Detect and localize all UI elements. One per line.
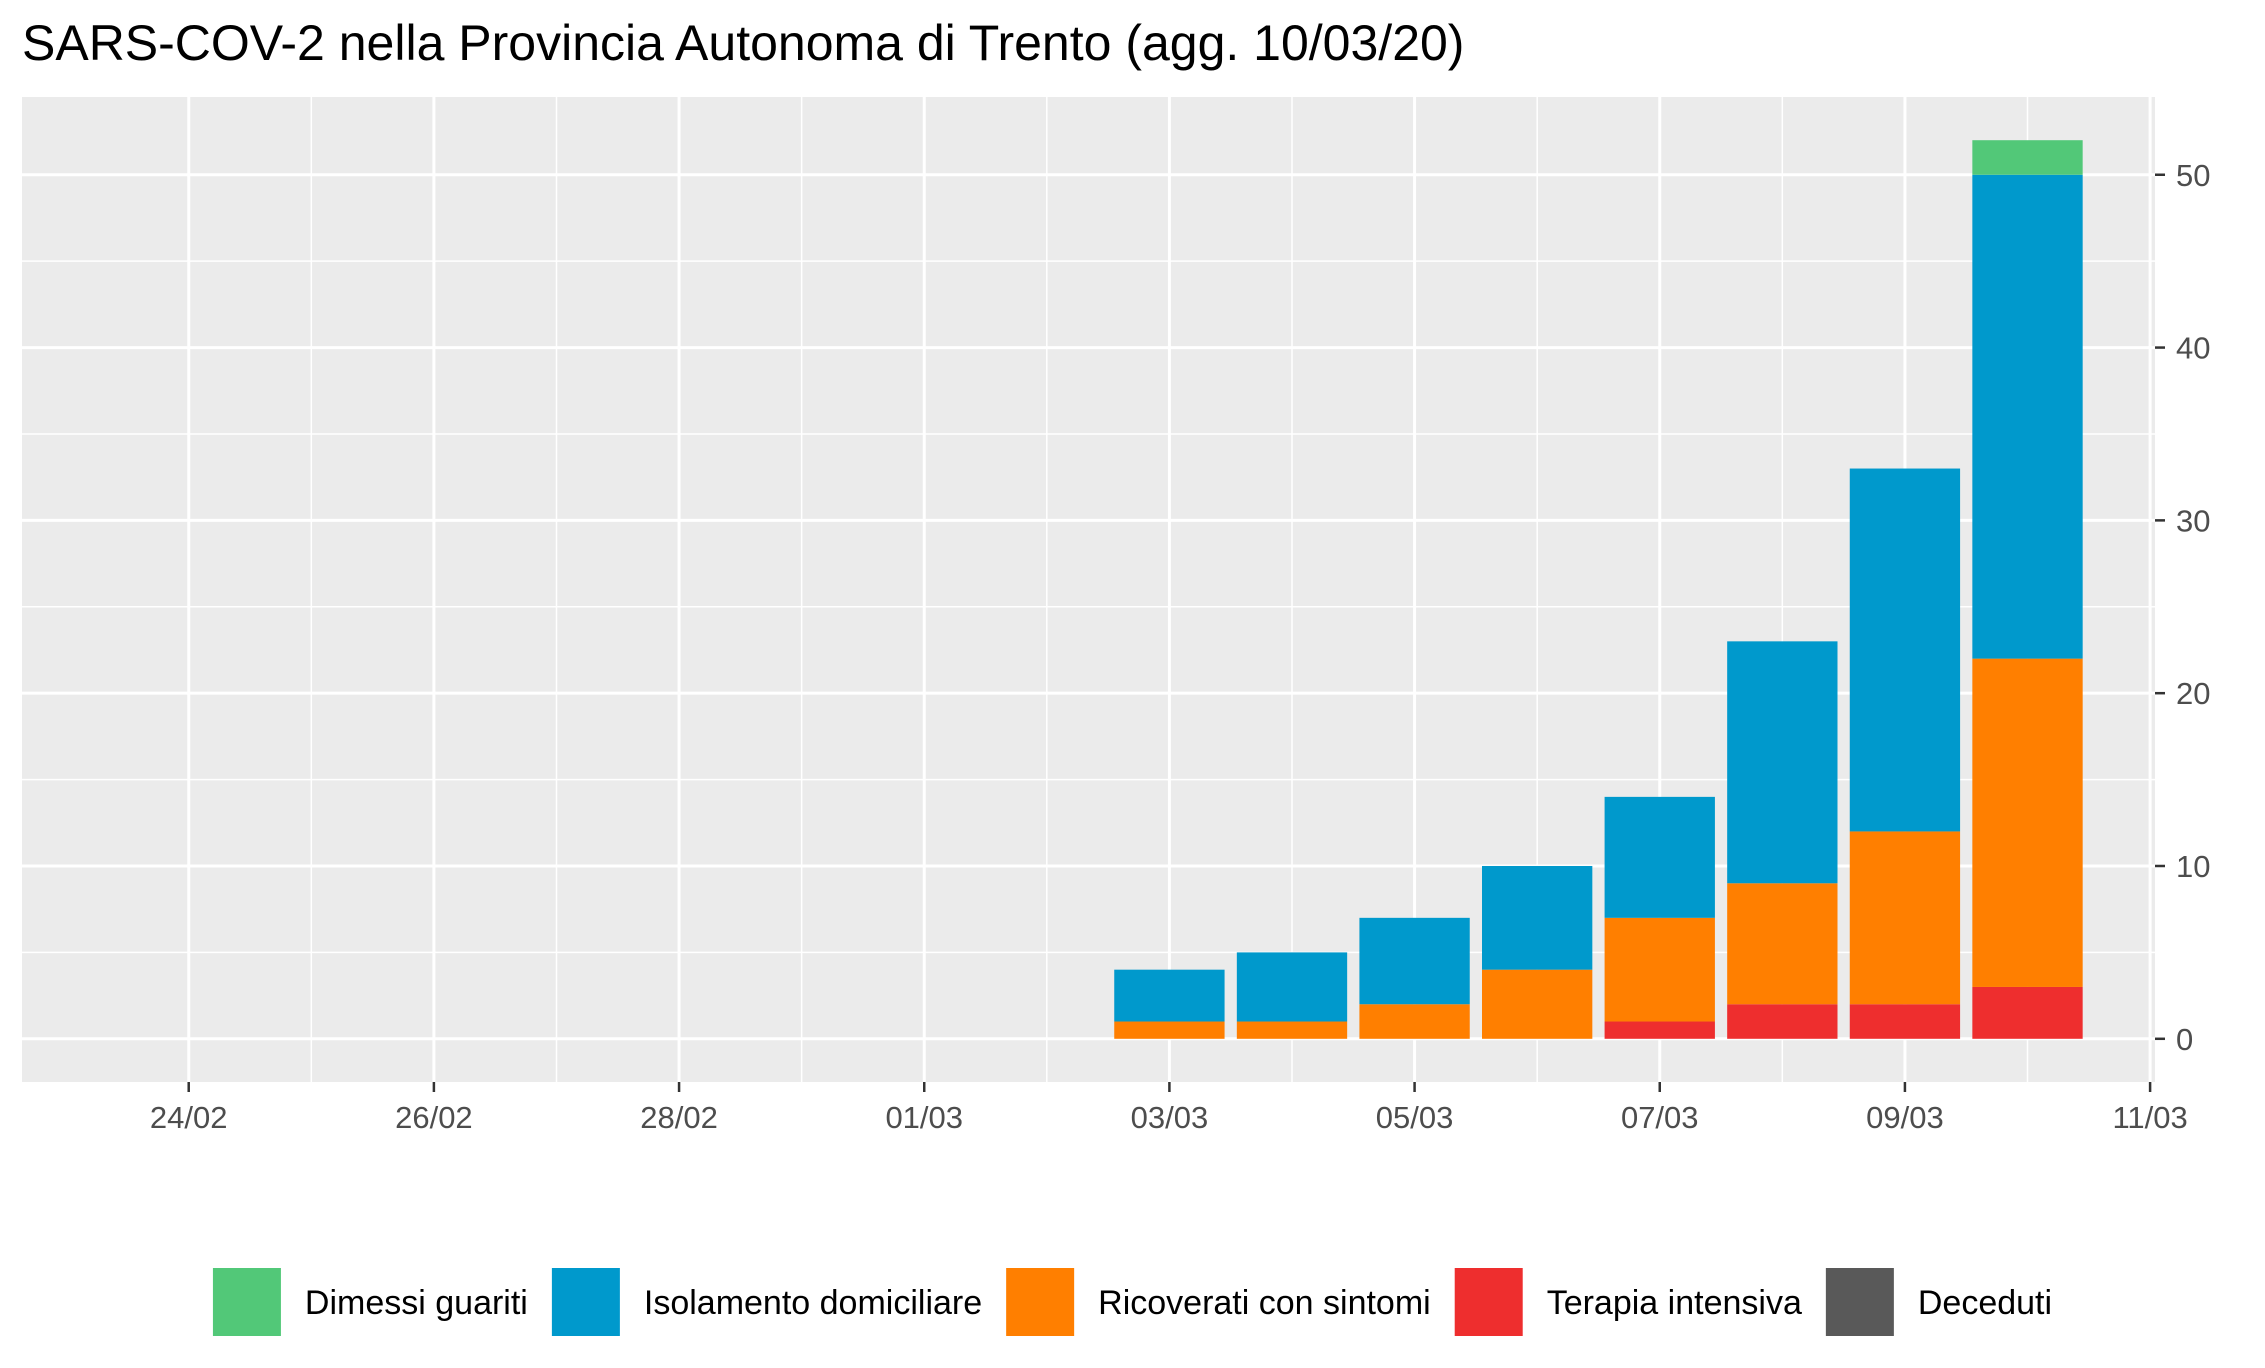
- x-tick-label: 24/02: [150, 1100, 228, 1135]
- legend-label: Terapia intensiva: [1547, 1284, 1802, 1322]
- x-tick-label: 28/02: [640, 1100, 718, 1135]
- y-tick-label: 50: [2176, 158, 2210, 193]
- bar-isolamento-domiciliare: [1114, 969, 1225, 1022]
- bar-terapia-intensiva: [1849, 1004, 1961, 1039]
- bar-terapia-intensiva: [1972, 986, 2083, 1039]
- legend-key: [1006, 1268, 1075, 1336]
- bar-ricoverati-con-sintomi: [1482, 969, 1593, 1039]
- bar-isolamento-domiciliare: [1482, 865, 1593, 970]
- legend-item: Ricoverati con sintomi: [1006, 1268, 1431, 1336]
- bar-ricoverati-con-sintomi: [1114, 1021, 1225, 1039]
- bar-terapia-intensiva: [1727, 1004, 1838, 1039]
- bar-ricoverati-con-sintomi: [1972, 658, 2083, 987]
- legend-key: [1825, 1268, 1894, 1336]
- axes: 24/02 26/02 28/02 01/03 03/03 05/03 07/03 09/03…: [150, 158, 2211, 1135]
- legend-item: Terapia intensiva: [1454, 1268, 1802, 1336]
- legend-key: [212, 1268, 281, 1336]
- bar-isolamento-domiciliare: [1359, 917, 1470, 1005]
- legend-key: [551, 1268, 620, 1336]
- legend-label: Ricoverati con sintomi: [1098, 1284, 1431, 1322]
- y-tick-label: 0: [2176, 1022, 2193, 1057]
- bar-isolamento-domiciliare: [1849, 468, 1961, 832]
- legend-label: Dimessi guariti: [305, 1284, 528, 1322]
- x-tick-label: 07/03: [1621, 1100, 1699, 1135]
- chart-title: SARS-COV-2 nella Provincia Autonoma di T…: [22, 15, 1465, 71]
- y-tick-label: 40: [2176, 331, 2210, 366]
- y-tick-label: 10: [2176, 849, 2210, 884]
- y-tick-label: 20: [2176, 676, 2210, 711]
- legend-key: [1454, 1268, 1523, 1336]
- x-tick-label: 09/03: [1866, 1100, 1944, 1135]
- bar-ricoverati-con-sintomi: [1236, 1021, 1348, 1039]
- bar-ricoverati-con-sintomi: [1727, 883, 1838, 1005]
- bar-isolamento-domiciliare: [1972, 174, 2083, 659]
- x-tick-label: 11/03: [2112, 1100, 2187, 1135]
- bar-isolamento-domiciliare: [1727, 641, 1838, 884]
- bar-dimessi-guariti: [1972, 140, 2083, 175]
- x-tick-label: 01/03: [885, 1100, 963, 1135]
- x-tick-label: 05/03: [1376, 1100, 1454, 1135]
- bars: [1114, 140, 2083, 1039]
- bar-isolamento-domiciliare: [1236, 952, 1348, 1022]
- x-tick-label: 26/02: [395, 1100, 473, 1135]
- legend: Dimessi guariti Isolamento domiciliare Ric…: [212, 1268, 2052, 1336]
- bar-terapia-intensiva: [1604, 1021, 1715, 1039]
- bar-ricoverati-con-sintomi: [1849, 831, 1961, 1005]
- bar-ricoverati-con-sintomi: [1604, 917, 1715, 1022]
- x-tick-label: 03/03: [1131, 1100, 1209, 1135]
- legend-item: Isolamento domiciliare: [551, 1268, 982, 1336]
- y-tick-label: 30: [2176, 503, 2210, 538]
- bar-isolamento-domiciliare: [1604, 796, 1715, 918]
- bar-ricoverati-con-sintomi: [1359, 1004, 1470, 1039]
- legend-label: Isolamento domiciliare: [644, 1284, 982, 1322]
- legend-label: Deceduti: [1918, 1284, 2052, 1322]
- legend-item: Deceduti: [1825, 1268, 2052, 1336]
- legend-item: Dimessi guariti: [212, 1268, 528, 1336]
